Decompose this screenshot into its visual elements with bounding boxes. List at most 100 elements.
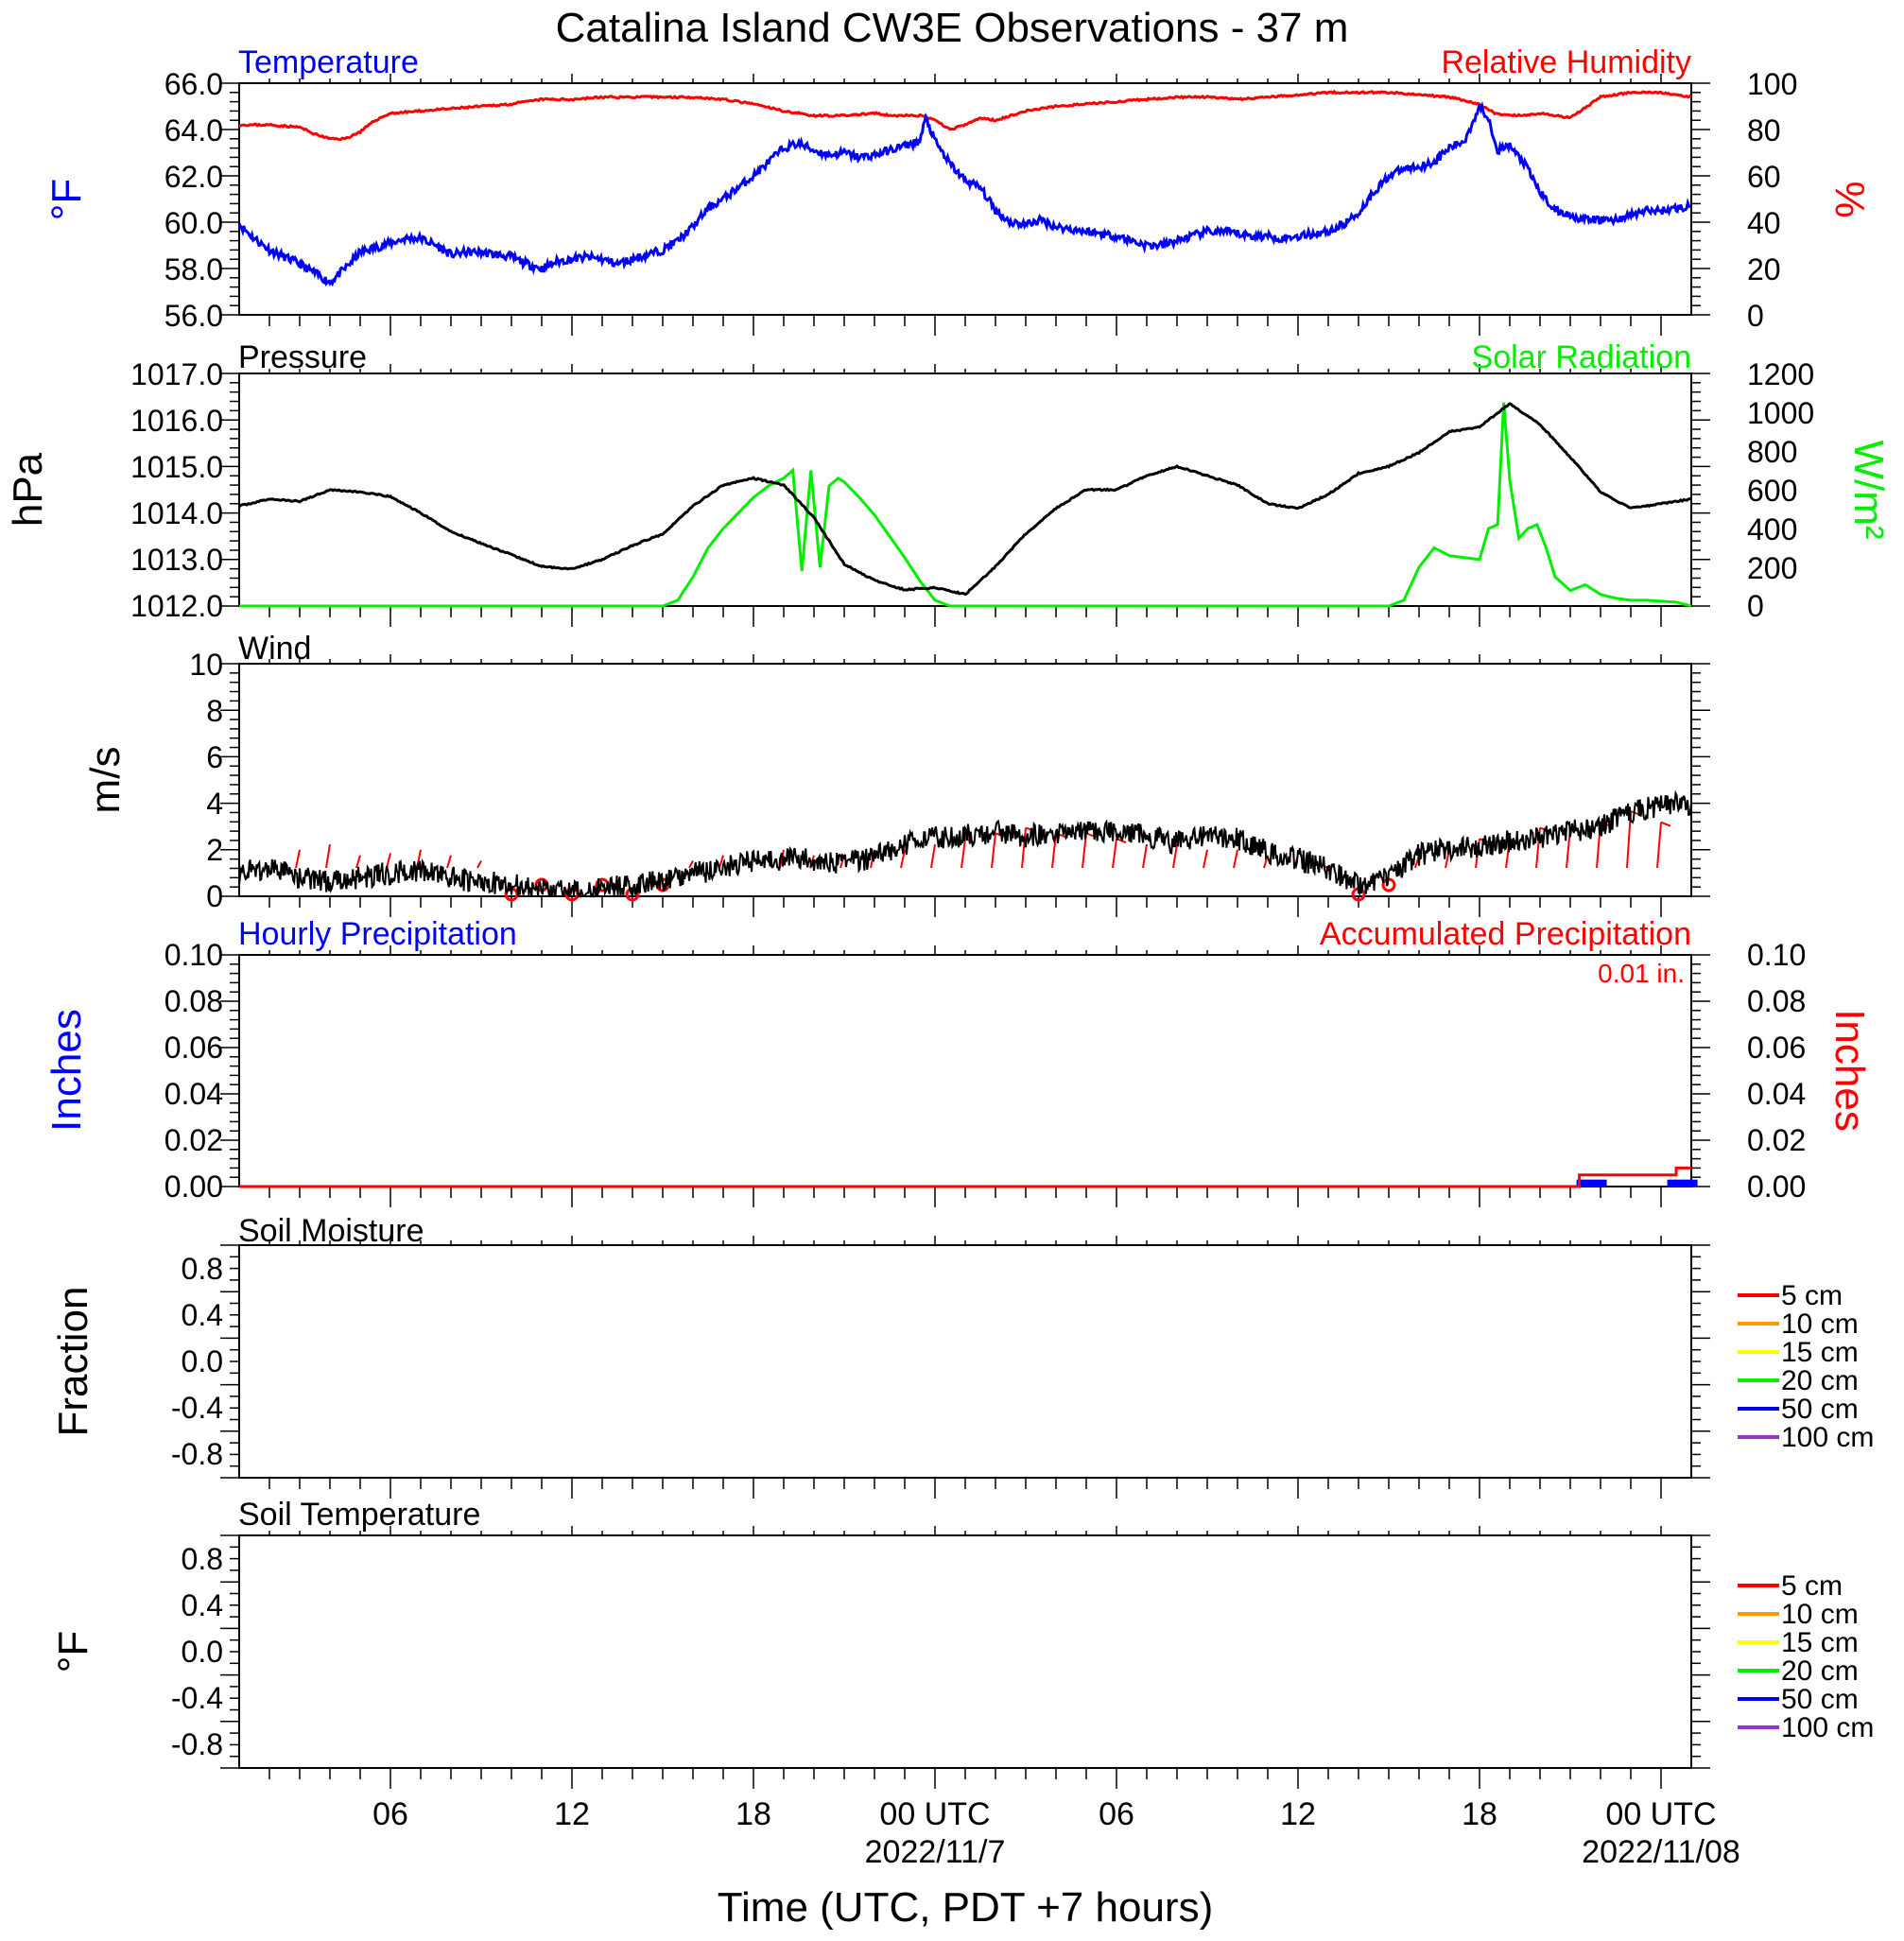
rh-tick-label: 40 (1747, 206, 1781, 240)
wind-barb (1113, 839, 1116, 868)
soil-temp-plot-frame (239, 1535, 1691, 1768)
humidity-unit-label: % (1826, 181, 1873, 217)
legend-label: 50 cm (1781, 1394, 1859, 1425)
rh-tick-label: 60 (1747, 160, 1781, 194)
figure-title: Catalina Island CW3E Observations - 37 m (556, 5, 1349, 51)
hourly-precip-bar (1668, 1180, 1698, 1187)
x-tick-label: 00 UTC (879, 1796, 990, 1832)
legend-label: 5 cm (1781, 1570, 1843, 1602)
hourly-precip-unit-label: Inches (43, 1009, 90, 1132)
solar-tick-label: 0 (1747, 589, 1764, 623)
sm-tick-label: 0.0 (182, 1344, 223, 1378)
precip-tick-label: 0.08 (164, 984, 223, 1018)
pressure-solar-panel: Pressure Solar Radiation hPa W/m² 1017.0… (5, 339, 1892, 627)
pressure-tick-label: 1012.0 (130, 589, 223, 623)
wind-barb (689, 861, 693, 869)
accum-tick-label: 0.10 (1747, 938, 1806, 972)
hourly-precip-bar (1577, 1180, 1607, 1187)
st-tick-label: 0.8 (182, 1542, 223, 1576)
solar-radiation-title: Solar Radiation (1472, 339, 1691, 375)
soil-moisture-plot-frame (239, 1245, 1691, 1478)
solar-tick-label: 1000 (1747, 396, 1814, 430)
wind-barb (387, 853, 390, 868)
wind-barb (296, 850, 300, 868)
temp-tick-label: 64.0 (164, 113, 223, 147)
legend-label: 50 cm (1781, 1684, 1859, 1715)
rh-tick-label: 100 (1747, 67, 1797, 101)
rh-tick-label: 0 (1747, 299, 1764, 333)
wind-title: Wind (238, 631, 311, 667)
x-tick-label: 06 (372, 1796, 408, 1832)
legend-label: 5 cm (1781, 1280, 1843, 1311)
wind-tick-label: 0 (206, 879, 223, 913)
soil-temp-legend: 5 cm 10 cm 15 cm 20 cm 50 cm 100 cm (1738, 1570, 1874, 1743)
legend-label: 100 cm (1781, 1422, 1874, 1453)
wind-plot-frame (239, 664, 1691, 896)
wind-barb (447, 856, 451, 868)
wind-barb (326, 844, 330, 868)
wind-barb (1234, 850, 1238, 868)
pressure-tick-label: 1015.0 (130, 450, 223, 484)
temp-tick-label: 56.0 (164, 299, 223, 333)
precip-panel-ticks (220, 945, 1710, 1207)
x-tick-label: 06 (1099, 1796, 1134, 1832)
pressure-title: Pressure (238, 339, 367, 375)
x-date-label: 2022/11/08 (1582, 1834, 1740, 1870)
accumulated-precip-line (239, 1168, 1691, 1187)
legend-label: 100 cm (1781, 1712, 1874, 1743)
wind-barb (931, 844, 935, 868)
pressure-unit-label: hPa (5, 452, 51, 527)
pressure-plot-frame (239, 373, 1691, 606)
pressure-tick-label: 1017.0 (130, 357, 223, 391)
precip-tick-label: 0.02 (164, 1123, 223, 1157)
legend-label: 20 cm (1781, 1365, 1859, 1396)
sm-tick-label: -0.8 (171, 1437, 223, 1471)
wind-barb (356, 856, 360, 868)
legend-label: 15 cm (1781, 1627, 1859, 1658)
temperature-unit-label: °F (43, 179, 90, 220)
sm-tick-label: -0.4 (171, 1391, 223, 1425)
soil-moisture-panel: Soil Moisture Fraction 0.8 0.4 0.0 -0.4 … (50, 1213, 1874, 1499)
solar-tick-label: 800 (1747, 435, 1797, 469)
wind-unit-label: m/s (82, 747, 129, 814)
soil-temp-title: Soil Temperature (238, 1497, 480, 1533)
wind-barb-flag (1661, 823, 1670, 826)
temp-tick-label: 58.0 (164, 252, 223, 286)
soil-moisture-title: Soil Moisture (238, 1213, 424, 1249)
solar-radiation-line (239, 403, 1691, 606)
legend-label: 15 cm (1781, 1337, 1859, 1368)
wind-barb (477, 861, 481, 869)
relative-humidity-line (239, 92, 1691, 140)
hourly-precip-title: Hourly Precipitation (238, 916, 517, 952)
x-tick-label: 18 (1462, 1796, 1497, 1832)
soil-temperature-panel: Soil Temperature °F 0.8 0.4 0.0 -0.4 -0.… (50, 1497, 1874, 1789)
x-tick-label: 18 (736, 1796, 771, 1832)
st-tick-label: -0.4 (171, 1681, 223, 1715)
wind-barb (1143, 844, 1147, 868)
temperature-title: Temperature (238, 44, 419, 80)
accum-tick-label: 0.08 (1747, 984, 1806, 1018)
wind-barb (1657, 823, 1661, 868)
x-tick-label: 12 (1280, 1796, 1316, 1832)
temp-tick-label: 60.0 (164, 206, 223, 240)
wind-tick-label: 6 (206, 740, 223, 774)
solar-tick-label: 1200 (1747, 357, 1814, 391)
pressure-panel-ticks (220, 364, 1710, 627)
wind-tick-label: 10 (189, 648, 223, 682)
precip-tick-label: 0.10 (164, 938, 223, 972)
st-tick-label: 0.4 (182, 1588, 223, 1622)
solar-unit-label: W/m² (1845, 440, 1892, 539)
accum-precip-unit-label: Inches (1826, 1009, 1873, 1132)
solar-tick-label: 600 (1747, 474, 1797, 508)
accum-precip-title: Accumulated Precipitation (1320, 916, 1691, 952)
wind-tick-label: 8 (206, 694, 223, 728)
wind-barb (1022, 828, 1026, 869)
hourly-precip-bars (1577, 1180, 1698, 1187)
soil-temp-unit-label: °F (50, 1631, 96, 1672)
legend-label: 10 cm (1781, 1308, 1859, 1340)
precip-plot-frame (239, 955, 1691, 1187)
sm-tick-label: 0.4 (182, 1298, 223, 1332)
temperature-humidity-panel: Temperature Relative Humidity °F % 66.0 … (43, 44, 1873, 336)
x-tick-label: 12 (554, 1796, 590, 1832)
